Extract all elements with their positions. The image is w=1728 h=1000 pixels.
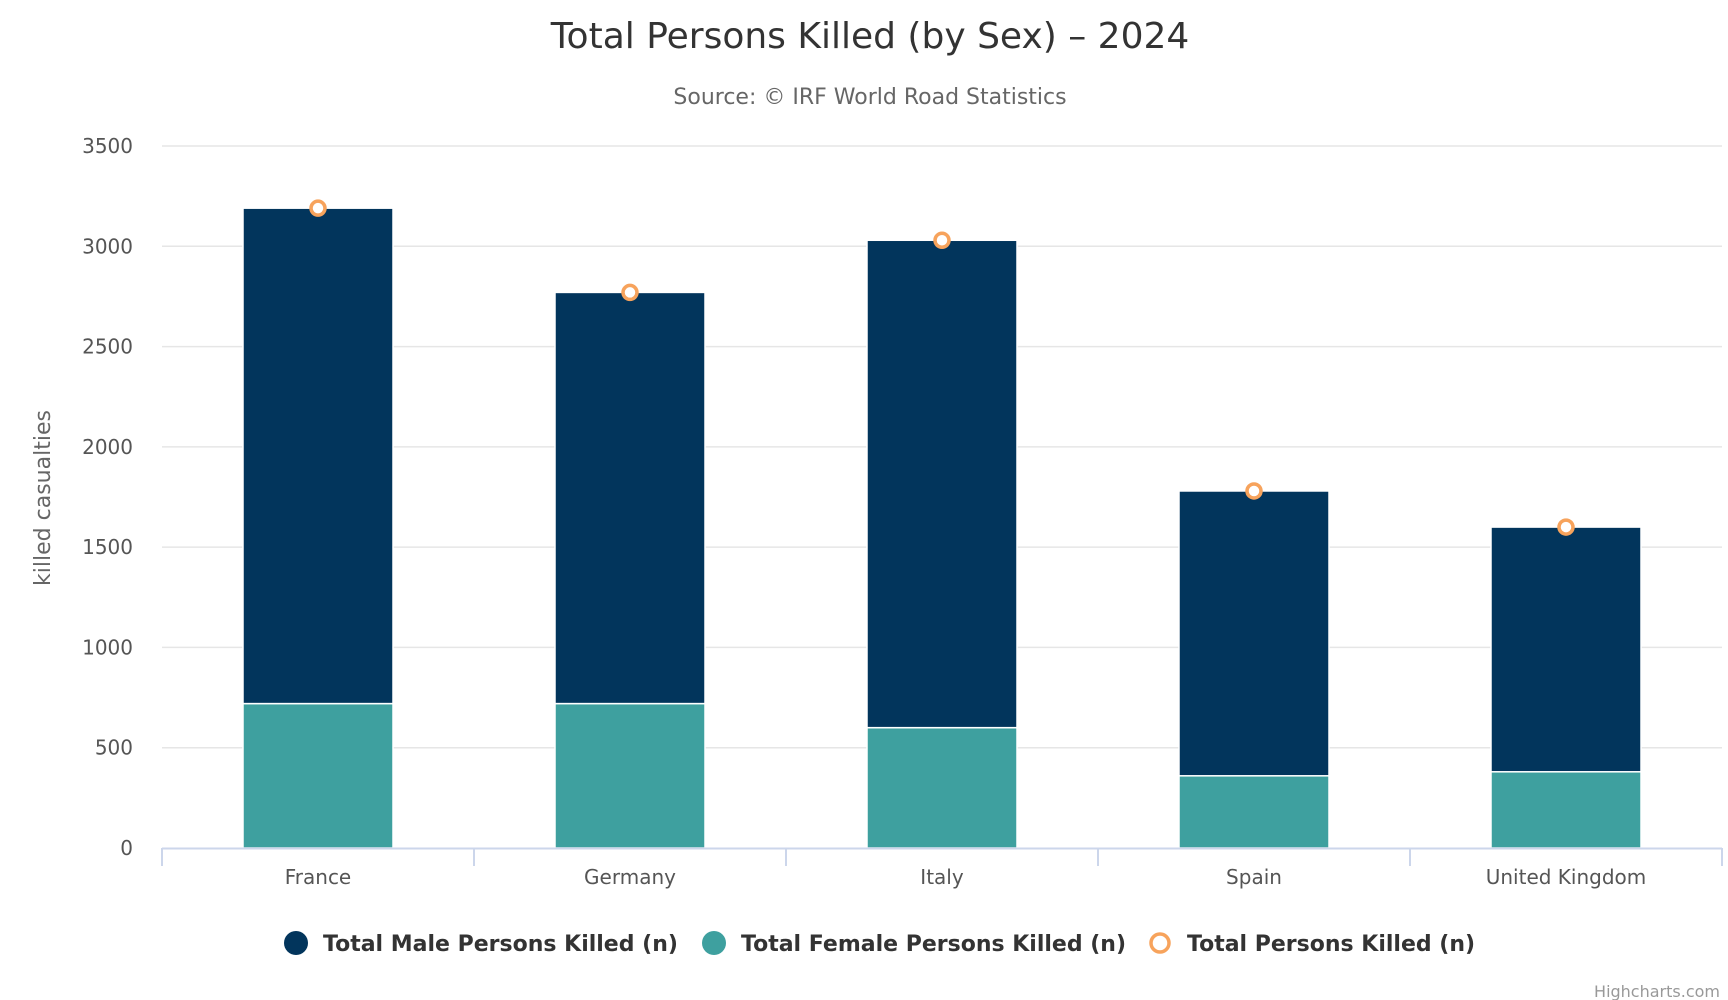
total-markers xyxy=(309,199,1575,536)
credits-link[interactable]: Highcharts.com xyxy=(1594,982,1720,1000)
legend-label: Total Persons Killed (n) xyxy=(1187,932,1475,957)
legend-item[interactable]: Total Female Persons Killed (n) xyxy=(702,931,1126,957)
y-tick-label: 1000 xyxy=(82,635,133,659)
legend-item[interactable]: Total Persons Killed (n) xyxy=(1149,932,1475,957)
legend-label: Total Female Persons Killed (n) xyxy=(741,932,1126,957)
x-axis: France Germany Italy Spain United Kingdom xyxy=(161,847,1723,889)
chart-subtitle: Source: © IRF World Road Statistics xyxy=(673,85,1066,110)
y-tick-label: 500 xyxy=(95,736,133,760)
y-tick-label: 2000 xyxy=(82,435,133,459)
total-marker-united-kingdom[interactable] xyxy=(1557,518,1575,536)
bar-total-male-persons-killed-n-spain[interactable] xyxy=(1178,490,1330,777)
bar-total-male-persons-killed-n-united-kingdom[interactable] xyxy=(1490,526,1642,773)
bar-total-female-persons-killed-n-spain[interactable] xyxy=(1178,775,1330,849)
x-tick-label: France xyxy=(285,865,352,889)
bar-total-female-persons-killed-n-italy[interactable] xyxy=(866,726,1018,849)
legend-symbol xyxy=(1149,932,1171,954)
bar-total-female-persons-killed-n-germany[interactable] xyxy=(554,702,706,849)
y-tick-label: 3000 xyxy=(82,234,133,258)
total-marker-france[interactable] xyxy=(309,199,327,217)
legend-symbol xyxy=(284,931,308,955)
legend-symbol xyxy=(702,931,726,955)
x-tick-label: Spain xyxy=(1226,865,1282,889)
y-tick-label: 3500 xyxy=(82,134,133,158)
bar-total-male-persons-killed-n-germany[interactable] xyxy=(554,291,706,705)
bar-total-male-persons-killed-n-france[interactable] xyxy=(242,207,394,705)
bar-total-female-persons-killed-n-united-kingdom[interactable] xyxy=(1490,771,1642,849)
chart-title: Total Persons Killed (by Sex) – 2024 xyxy=(550,16,1190,57)
x-tick-label: Italy xyxy=(920,865,964,889)
y-axis-title: killed casualties xyxy=(31,410,56,586)
total-marker-spain[interactable] xyxy=(1245,482,1263,500)
x-tick-label: Germany xyxy=(584,865,676,889)
total-marker-germany[interactable] xyxy=(621,283,639,302)
y-tick-label: 0 xyxy=(120,836,133,860)
y-tick-label: 2500 xyxy=(82,335,133,359)
bar-total-male-persons-killed-n-italy[interactable] xyxy=(866,239,1018,729)
y-axis-ticks: 0 500 1000 1500 2000 2500 3000 3500 xyxy=(82,134,133,860)
legend-item[interactable]: Total Male Persons Killed (n) xyxy=(284,931,678,957)
legend-label: Total Male Persons Killed (n) xyxy=(323,932,678,957)
total-marker-italy[interactable] xyxy=(933,231,951,250)
y-tick-label: 1500 xyxy=(82,535,133,559)
bars xyxy=(242,207,1642,849)
x-tick-label: United Kingdom xyxy=(1486,865,1647,889)
bar-total-female-persons-killed-n-france[interactable] xyxy=(242,702,394,849)
legend: Total Male Persons Killed (n) Total Femal… xyxy=(284,931,1475,957)
